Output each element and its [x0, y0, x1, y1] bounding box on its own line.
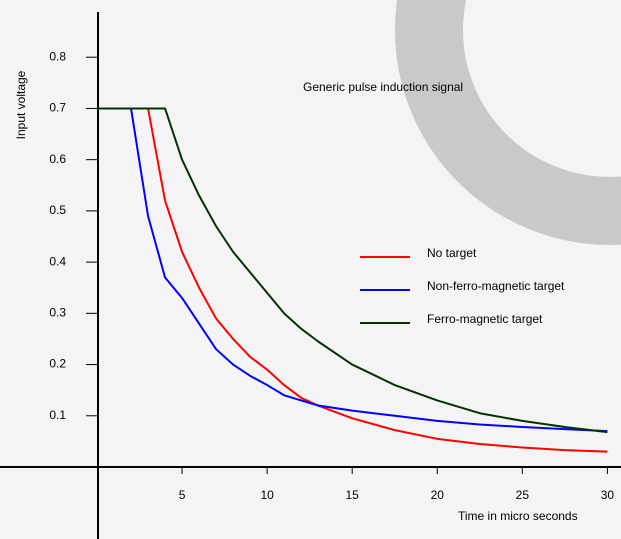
- y-tick-label: 0.5: [49, 203, 66, 217]
- y-tick-label: 0.6: [49, 152, 66, 166]
- legend-label: No target: [427, 246, 477, 260]
- series-line: [97, 107, 608, 434]
- decorative-ring: [395, 0, 621, 245]
- x-tick-label: 25: [516, 488, 530, 502]
- x-tick-label: 5: [179, 488, 186, 502]
- y-tick-label: 0.8: [49, 49, 66, 63]
- y-tick-label: 0.1: [49, 408, 66, 422]
- x-axis-label: Time in micro seconds: [458, 509, 578, 523]
- x-tick-label: 15: [346, 488, 360, 502]
- x-tick-label: 10: [260, 488, 274, 502]
- series-line: [97, 107, 608, 453]
- legend-label: Non-ferro-magnetic target: [427, 279, 565, 293]
- y-axis-label: Input voltage: [14, 70, 28, 139]
- x-tick-label: 20: [431, 488, 445, 502]
- y-tick-label: 0.7: [49, 101, 66, 115]
- y-tick-label: 0.2: [49, 357, 66, 371]
- y-tick-label: 0.3: [49, 306, 66, 320]
- series-line: [97, 107, 608, 433]
- y-tick-label: 0.4: [49, 254, 66, 268]
- chart-title: Generic pulse induction signal: [303, 80, 463, 94]
- legend-label: Ferro-magnetic target: [427, 312, 543, 326]
- x-tick-label: 30: [601, 488, 615, 502]
